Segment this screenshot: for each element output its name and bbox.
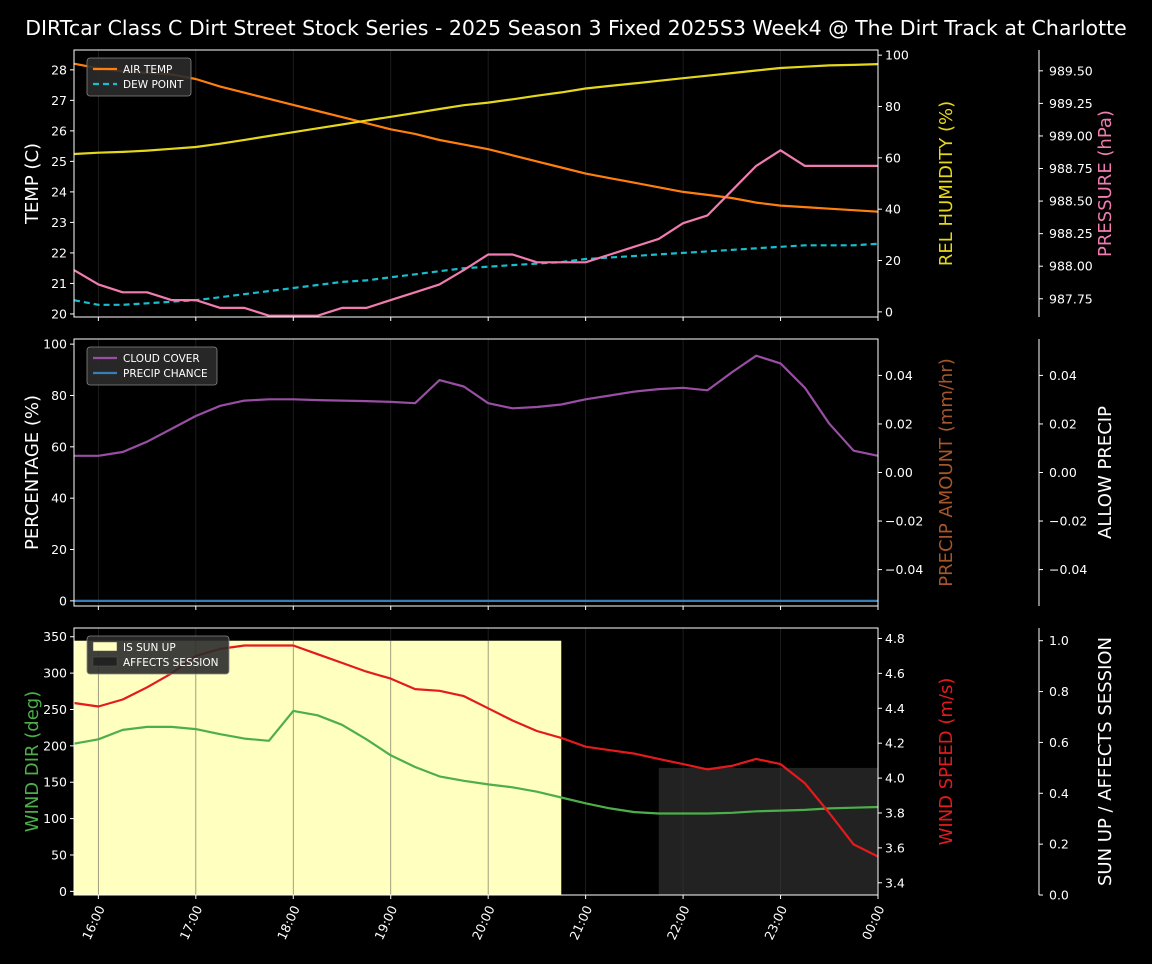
panel-weather: 20 21 22 23 24 25 26 27 28 0 20 40 60 80 100 987.75 988.… [22,48,1116,322]
y3-tick-label: 0.02 [1049,416,1077,431]
y3-tick-label: 0.0 [1049,888,1069,903]
y2-tick-label: 3.8 [885,805,905,820]
y2-tick-label: 0.04 [885,368,913,383]
y-tick-label: 20 [51,542,67,557]
legend-label: IS SUN UP [123,642,176,654]
y-tick-label: 24 [51,184,67,199]
y3-tick-label: 988.25 [1049,226,1093,241]
legend-swatch [92,641,118,652]
legend [86,346,218,386]
y2-tick-label: 3.4 [885,875,905,890]
y-axis-label: TEMP (C) [22,143,43,225]
series-line-0-0 [73,62,879,213]
y3-tick-label: 0.6 [1049,735,1069,750]
y-tick-label: 28 [51,62,67,77]
y2-tick-label: 0.02 [885,416,913,431]
y3-axis-label: ALLOW PRECIP [1095,406,1116,539]
legend-label: CLOUD COVER [123,353,200,365]
legend-swatch [92,656,118,667]
y2-tick-label: 100 [885,48,909,63]
y-tick-label: 60 [51,439,67,454]
chart-title: DIRTcar Class C Dirt Street Stock Series… [25,16,1127,40]
plot-frame [73,627,879,896]
y3-tick-label: 989.50 [1049,63,1093,78]
y2-tick-label: 4.6 [885,666,905,681]
panel-clouds: 0 20 40 60 80 100 −0.04 −0.02 0.00 0.02 0.04 −0.04 −… [22,337,1116,610]
y-tick-label: 0 [59,884,67,899]
y2-tick-label: 4.8 [885,631,905,646]
y2-tick-label: −0.04 [885,562,923,577]
y2-tick-label: 4.4 [885,701,905,716]
y-tick-label: 23 [51,215,67,230]
y-tick-label: 22 [51,245,67,260]
y3-tick-label: 987.75 [1049,291,1093,306]
y3-tick-label: 0.00 [1049,465,1077,480]
series-line-0-1 [73,242,879,306]
legend-label: AIR TEMP [123,64,172,76]
y2-tick-label: 0.00 [885,465,913,480]
y-tick-label: 40 [51,491,67,506]
y3-tick-label: 989.00 [1049,128,1093,143]
y-tick-label: 25 [51,154,67,169]
y-tick-label: 50 [51,847,67,862]
y-axis-label: PERCENTAGE (%) [22,395,43,550]
y3-tick-label: 1.0 [1049,633,1069,648]
plot-frame [73,49,879,318]
y3-tick-label: 0.8 [1049,684,1069,699]
y-tick-label: 100 [43,337,67,352]
legend [86,635,230,675]
y-tick-label: 300 [43,666,67,681]
y3-tick-label: 0.2 [1049,837,1069,852]
y3-axis-label: SUN UP / AFFECTS SESSION [1095,637,1116,886]
panel-wind: 0 50 100 150 200 250 300 350 3.4 3.6 3.8 4.0 4.2 4.4 4… [22,627,1116,903]
y2-tick-label: 40 [885,202,901,217]
y3-tick-label: 988.75 [1049,161,1093,176]
series-line-2-0 [73,709,879,815]
y-tick-label: 26 [51,123,67,138]
y3-tick-label: 988.00 [1049,259,1093,274]
y3-tick-label: −0.02 [1049,514,1087,529]
y-tick-label: 80 [51,388,67,403]
y2-axis-label: REL HUMIDITY (%) [936,101,957,266]
y-tick-label: 0 [59,593,67,608]
y-axis-label: WIND DIR (deg) [22,691,43,833]
y3-tick-label: 988.50 [1049,194,1093,209]
legend-label: DEW POINT [123,79,184,91]
legend-label: AFFECTS SESSION [123,657,219,669]
y2-axis-label: WIND SPEED (m/s) [936,678,957,846]
y2-axis-label: PRECIP AMOUNT (mm/hr) [936,358,957,587]
y2-tick-label: 60 [885,150,901,165]
y3-tick-label: −0.04 [1049,562,1087,577]
y2-tick-label: 4.2 [885,736,905,751]
y-tick-label: 250 [43,702,67,717]
y2-tick-label: 0 [885,304,893,319]
y-tick-label: 21 [51,276,67,291]
y-tick-label: 20 [51,306,67,321]
y2-tick-label: 3.6 [885,840,905,855]
y-tick-label: 350 [43,629,67,644]
series-line-0-2 [73,63,879,156]
series-line-0-3 [73,149,878,317]
y-tick-label: 200 [43,738,67,753]
y-tick-label: 150 [43,775,67,790]
y2-tick-label: 20 [885,253,901,268]
y2-tick-label: 4.0 [885,771,905,786]
y3-tick-label: 0.04 [1049,368,1077,383]
y3-tick-label: 0.4 [1049,786,1069,801]
y3-tick-label: 989.25 [1049,96,1093,111]
legend [86,57,192,97]
y-tick-label: 100 [43,811,67,826]
legend-label: PRECIP CHANCE [123,368,208,380]
band-affects-session [658,767,878,895]
series-line-1-0 [74,354,879,457]
y2-tick-label: −0.02 [885,514,923,529]
y3-axis-label: PRESSURE (hPa) [1095,110,1116,257]
y2-tick-label: 80 [885,99,901,114]
y-tick-label: 27 [51,93,67,108]
